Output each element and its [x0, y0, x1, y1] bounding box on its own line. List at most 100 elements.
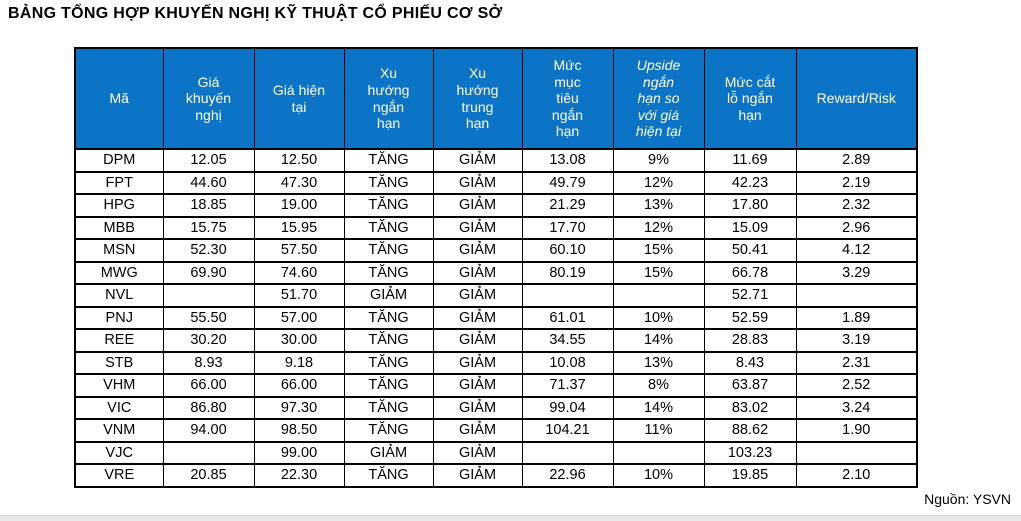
value-cell: 10.08 — [521, 350, 614, 375]
table-row: VNM 94.00 98.50 TĂNG GIẢM 104.21 11% 88.62 1.90 — [74, 418, 918, 443]
value-cell: TĂNG — [343, 193, 434, 218]
value-cell: 4.12 — [795, 238, 918, 263]
value-cell: 12.50 — [253, 148, 345, 173]
value-cell — [162, 440, 255, 465]
value-cell: 18.85 — [162, 193, 255, 218]
ticker-cell: VRE — [74, 463, 164, 488]
table-row: MBB 15.75 15.95 TĂNG GIẢM 17.70 12% 15.09 2.96 — [74, 215, 918, 240]
value-cell: 71.37 — [521, 373, 614, 398]
value-cell: 19.00 — [253, 193, 345, 218]
value-cell: 34.55 — [521, 328, 614, 353]
value-cell: 97.30 — [253, 395, 345, 420]
value-cell: 22.30 — [253, 463, 345, 488]
value-cell: 99.04 — [521, 395, 614, 420]
value-cell: 2.96 — [795, 215, 918, 240]
table-row: STB 8.93 9.18 TĂNG GIẢM 10.08 13% 8.43 2.31 — [74, 350, 918, 375]
value-cell: TĂNG — [343, 148, 434, 173]
value-cell: 12% — [612, 170, 705, 195]
ticker-cell: VNM — [74, 418, 164, 443]
ticker-cell: VIC — [74, 395, 164, 420]
value-cell: 30.00 — [253, 328, 345, 353]
value-cell: 17.70 — [521, 215, 614, 240]
value-cell: 2.89 — [795, 148, 918, 173]
value-cell: 61.01 — [521, 305, 614, 330]
value-cell: GIẢM — [432, 463, 523, 488]
value-cell: 99.00 — [253, 440, 345, 465]
column-header-1: Giá khuyến nghị — [162, 47, 255, 150]
source-note: Nguồn: YSVN — [924, 491, 1011, 507]
value-cell: GIẢM — [432, 215, 523, 240]
value-cell: 69.90 — [162, 260, 255, 285]
table-row: VHM 66.00 66.00 TĂNG GIẢM 71.37 8% 63.87 2.52 — [74, 373, 918, 398]
value-cell: GIẢM — [432, 260, 523, 285]
value-cell: 88.62 — [703, 418, 797, 443]
table-row: REE 30.20 30.00 TĂNG GIẢM 34.55 14% 28.83 3.19 — [74, 328, 918, 353]
value-cell: 20.85 — [162, 463, 255, 488]
value-cell: 74.60 — [253, 260, 345, 285]
value-cell: GIẢM — [343, 283, 434, 308]
value-cell: TĂNG — [343, 170, 434, 195]
value-cell: 44.60 — [162, 170, 255, 195]
table-row: MWG 69.90 74.60 TĂNG GIẢM 80.19 15% 66.78 3.29 — [74, 260, 918, 285]
value-cell: TĂNG — [343, 305, 434, 330]
value-cell: 11% — [612, 418, 705, 443]
value-cell: 12% — [612, 215, 705, 240]
value-cell: 1.89 — [795, 305, 918, 330]
ticker-cell: NVL — [74, 283, 164, 308]
value-cell: 83.02 — [703, 395, 797, 420]
value-cell: 2.19 — [795, 170, 918, 195]
page-bottom-divider — [0, 515, 1021, 521]
table-body: DPM 12.05 12.50 TĂNG GIẢM 13.08 9% 11.69 2.89 FPT… — [74, 148, 918, 488]
value-cell: 8.43 — [703, 350, 797, 375]
value-cell: 80.19 — [521, 260, 614, 285]
value-cell: 55.50 — [162, 305, 255, 330]
value-cell: 98.50 — [253, 418, 345, 443]
value-cell: 52.30 — [162, 238, 255, 263]
ticker-cell: MSN — [74, 238, 164, 263]
value-cell: TĂNG — [343, 373, 434, 398]
ticker-cell: VJC — [74, 440, 164, 465]
value-cell: TĂNG — [343, 238, 434, 263]
value-cell: GIẢM — [343, 440, 434, 465]
value-cell: 3.19 — [795, 328, 918, 353]
value-cell: 28.83 — [703, 328, 797, 353]
value-cell: 21.29 — [521, 193, 614, 218]
ticker-cell: MBB — [74, 215, 164, 240]
value-cell: 49.79 — [521, 170, 614, 195]
column-header-6: Upside ngắn hạn so với giá hiện tại — [612, 47, 705, 150]
page-title: BẢNG TỔNG HỢP KHUYẾN NGHỊ KỸ THUẬT CỔ PH… — [8, 5, 503, 22]
value-cell: TĂNG — [343, 215, 434, 240]
value-cell: GIẢM — [432, 418, 523, 443]
value-cell: TĂNG — [343, 463, 434, 488]
column-header-4: Xu hướng trung hạn — [432, 47, 523, 150]
value-cell: 63.87 — [703, 373, 797, 398]
value-cell: TĂNG — [343, 395, 434, 420]
value-cell: GIẢM — [432, 283, 523, 308]
value-cell: 17.80 — [703, 193, 797, 218]
value-cell: GIẢM — [432, 440, 523, 465]
value-cell: GIẢM — [432, 148, 523, 173]
ticker-cell: HPG — [74, 193, 164, 218]
value-cell: 15% — [612, 238, 705, 263]
value-cell: TĂNG — [343, 328, 434, 353]
value-cell: 1.90 — [795, 418, 918, 443]
value-cell: 22.96 — [521, 463, 614, 488]
value-cell: 15.75 — [162, 215, 255, 240]
ticker-cell: FPT — [74, 170, 164, 195]
value-cell: GIẢM — [432, 170, 523, 195]
column-header-0: Mã — [74, 47, 164, 150]
value-cell: 51.70 — [253, 283, 345, 308]
value-cell — [162, 283, 255, 308]
value-cell: GIẢM — [432, 193, 523, 218]
value-cell: 8% — [612, 373, 705, 398]
value-cell: 10% — [612, 463, 705, 488]
value-cell: TĂNG — [343, 260, 434, 285]
column-header-7: Mức cắt lỗ ngắn hạn — [703, 47, 797, 150]
value-cell: 2.10 — [795, 463, 918, 488]
value-cell: 15.95 — [253, 215, 345, 240]
value-cell: 9.18 — [253, 350, 345, 375]
value-cell: 66.00 — [253, 373, 345, 398]
column-header-3: Xu hướng ngắn hạn — [343, 47, 434, 150]
value-cell: 57.50 — [253, 238, 345, 263]
ticker-cell: VHM — [74, 373, 164, 398]
